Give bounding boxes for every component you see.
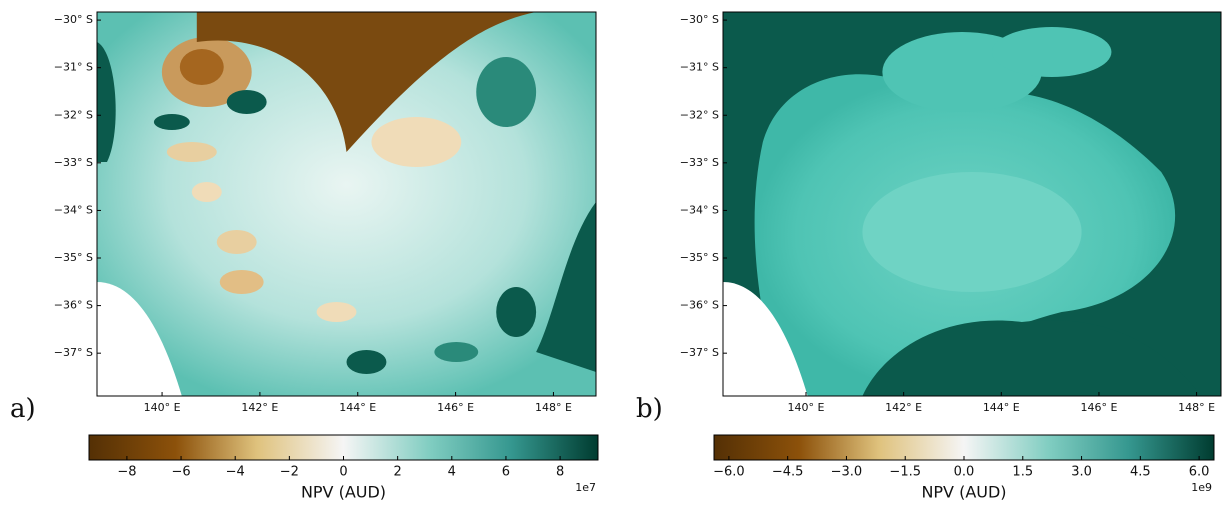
lon-tick-label: 140° E <box>144 401 181 414</box>
colorbar-tick-label: −1.5 <box>889 465 921 480</box>
lon-tick-label: 144° E <box>339 401 376 414</box>
colorbar-label: NPV (AUD) <box>921 483 1006 502</box>
lat-tick-label: −34° S <box>54 203 93 216</box>
lat-tick-label: −32° S <box>54 108 93 121</box>
colorbar-tick-label: −2 <box>280 465 299 480</box>
colorbar-tick-label: −3.0 <box>831 465 863 480</box>
map-a <box>97 12 596 396</box>
colorbar-tick-label: 0.0 <box>954 465 975 480</box>
colorbar-tick-label: −8 <box>117 465 136 480</box>
colorbar-tick-label: −4.5 <box>772 465 804 480</box>
lat-tick-label: −35° S <box>680 251 719 264</box>
lat-tick-label: −37° S <box>680 346 719 359</box>
lat-tick-label: −36° S <box>680 299 719 312</box>
lon-tick-label: 146° E <box>1080 401 1117 414</box>
lon-tick-label: 148° E <box>535 401 572 414</box>
lat-tick-label: −37° S <box>54 346 93 359</box>
panel-label: a) <box>10 394 36 424</box>
lon-tick-label: 142° E <box>241 401 278 414</box>
colorbar-tick-label: 6.0 <box>1189 465 1210 480</box>
colorbar-tick-label: 8 <box>556 465 564 480</box>
colorbar-tick-label: 2 <box>394 465 402 480</box>
colorbar-tick-label: 4.5 <box>1130 465 1151 480</box>
colorbar-tick-label: 6 <box>502 465 510 480</box>
panel-label: b) <box>636 394 663 424</box>
colorbar-tick-label: −4 <box>226 465 245 480</box>
colorbar-tick-label: 1.5 <box>1012 465 1033 480</box>
lat-tick-label: −35° S <box>54 251 93 264</box>
lon-tick-label: 142° E <box>885 401 922 414</box>
lat-tick-label: −31° S <box>680 61 719 74</box>
lat-tick-label: −30° S <box>680 13 719 26</box>
colorbar-tick-label: 3.0 <box>1071 465 1092 480</box>
colorbar-tick-label: −6 <box>171 465 190 480</box>
colorbar-tick-label: 4 <box>448 465 456 480</box>
lon-tick-label: 140° E <box>788 401 825 414</box>
colorbar-scale: 1e9 <box>1191 481 1212 494</box>
colorbar <box>713 434 1215 461</box>
lat-tick-label: −31° S <box>54 61 93 74</box>
lat-tick-label: −30° S <box>54 13 93 26</box>
colorbar-scale: 1e7 <box>575 481 596 494</box>
map-b <box>723 12 1221 396</box>
lon-tick-label: 144° E <box>983 401 1020 414</box>
lat-tick-label: −33° S <box>680 156 719 169</box>
colorbar-label: NPV (AUD) <box>301 483 386 502</box>
lat-tick-label: −32° S <box>680 108 719 121</box>
lat-tick-label: −33° S <box>54 156 93 169</box>
map-frame <box>722 11 1222 397</box>
map-frame <box>96 11 597 397</box>
lat-tick-label: −36° S <box>54 299 93 312</box>
lon-tick-label: 146° E <box>437 401 474 414</box>
lat-tick-label: −34° S <box>680 203 719 216</box>
colorbar-tick-label: 0 <box>339 465 347 480</box>
colorbar-tick-label: −6.0 <box>713 465 745 480</box>
lon-tick-label: 148° E <box>1178 401 1215 414</box>
colorbar <box>88 434 599 461</box>
